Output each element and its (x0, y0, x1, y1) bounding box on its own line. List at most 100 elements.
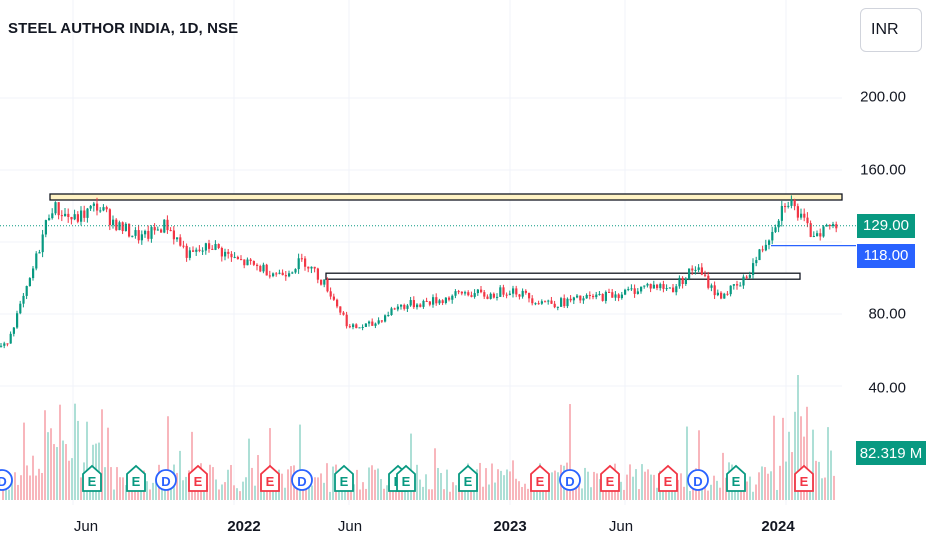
candle-body (409, 300, 412, 306)
candle-body (230, 253, 233, 258)
candle-body (12, 327, 15, 334)
volume-bar (215, 479, 217, 500)
currency-selector[interactable]: INR (860, 8, 922, 52)
candle-body (412, 300, 415, 308)
volume-bar (230, 464, 232, 500)
candle-body (275, 273, 278, 275)
volume-bar (251, 467, 253, 500)
candle-body (380, 320, 383, 322)
volume-bar (713, 475, 715, 500)
volume-bar (701, 482, 703, 500)
volume-bar (722, 452, 724, 500)
candle-body (528, 292, 531, 299)
volume-bar (806, 406, 808, 500)
candle-body (774, 227, 777, 232)
volume-bar (377, 468, 379, 500)
volume-bar (782, 417, 784, 500)
time-tick: Jun (73, 518, 99, 535)
candle-body (790, 199, 793, 206)
volume-bar (65, 444, 67, 500)
volume-bar (518, 481, 520, 500)
candle-body (691, 268, 694, 271)
volume-bar (86, 421, 88, 500)
volume-bar (47, 432, 49, 500)
candle-body (662, 284, 665, 289)
candle-body (454, 291, 457, 296)
volume-bar (761, 466, 763, 500)
candle-body (339, 306, 342, 313)
candle-body (0, 345, 3, 347)
volume-bar (773, 415, 775, 500)
candle-body (252, 261, 255, 265)
candle-body (620, 294, 623, 299)
volume-bar (185, 476, 187, 500)
volume-bar (650, 474, 652, 500)
candle-body (524, 290, 527, 293)
candle-body (288, 273, 291, 277)
candle-body (19, 303, 22, 314)
candle-body (364, 323, 367, 327)
event-marker-label: D (693, 474, 702, 489)
volume-bar (308, 484, 310, 500)
volume-bar (59, 404, 61, 500)
volume-bar (680, 473, 682, 500)
candle-body (451, 295, 454, 300)
candle-body (547, 300, 550, 302)
volume-bar (149, 489, 151, 500)
candle-body (176, 237, 179, 240)
candle-body (531, 298, 534, 304)
candle-body (57, 202, 60, 216)
candle-body (265, 264, 268, 276)
volume-bar (317, 477, 319, 500)
volume-bar (56, 447, 58, 500)
volume-bar (227, 469, 229, 500)
candle-body (368, 321, 371, 324)
volume-bar (692, 486, 694, 500)
candle-body (112, 219, 115, 226)
candle-body (92, 203, 95, 206)
volume-bar (311, 485, 313, 500)
candle-body (460, 291, 463, 294)
volume-bar (50, 428, 52, 500)
volume-bar (698, 430, 700, 500)
candle-body (73, 214, 76, 220)
candle-body (560, 298, 563, 307)
volume-bar (497, 469, 499, 500)
last-price-tag: 129.00 (857, 213, 915, 238)
event-marker-label: E (732, 474, 741, 489)
candle-body (147, 230, 150, 239)
candle-body (742, 276, 745, 286)
event-marker-label: D (297, 474, 306, 489)
earnings-marker (658, 464, 678, 492)
candle-body (115, 219, 118, 231)
candle-body (64, 213, 67, 217)
candle-body (403, 304, 406, 309)
volume-bar (626, 474, 628, 500)
volume-bar (608, 486, 610, 500)
volume-bar (371, 465, 373, 500)
volume-bar (500, 470, 502, 500)
candle-body (595, 294, 598, 298)
candle-body (320, 279, 323, 285)
candle-body (188, 250, 191, 258)
volume-bar (53, 444, 55, 500)
candle-body (28, 278, 31, 287)
volume-bar (716, 480, 718, 500)
volume-bar (653, 474, 655, 500)
candle-body (281, 272, 284, 276)
volume-bar (587, 471, 589, 500)
candle-body (118, 222, 121, 231)
volume-bar (401, 491, 403, 500)
candle-body (259, 266, 262, 272)
candle-body (668, 287, 671, 289)
volume-bar (764, 467, 766, 500)
volume-bar (245, 477, 247, 500)
candle-body (780, 206, 783, 221)
candle-body (518, 294, 521, 297)
candle-body (54, 202, 57, 214)
volume-bar (830, 450, 832, 500)
candle-body (470, 295, 473, 297)
candle-body (704, 274, 707, 276)
volume-bar (815, 460, 817, 500)
